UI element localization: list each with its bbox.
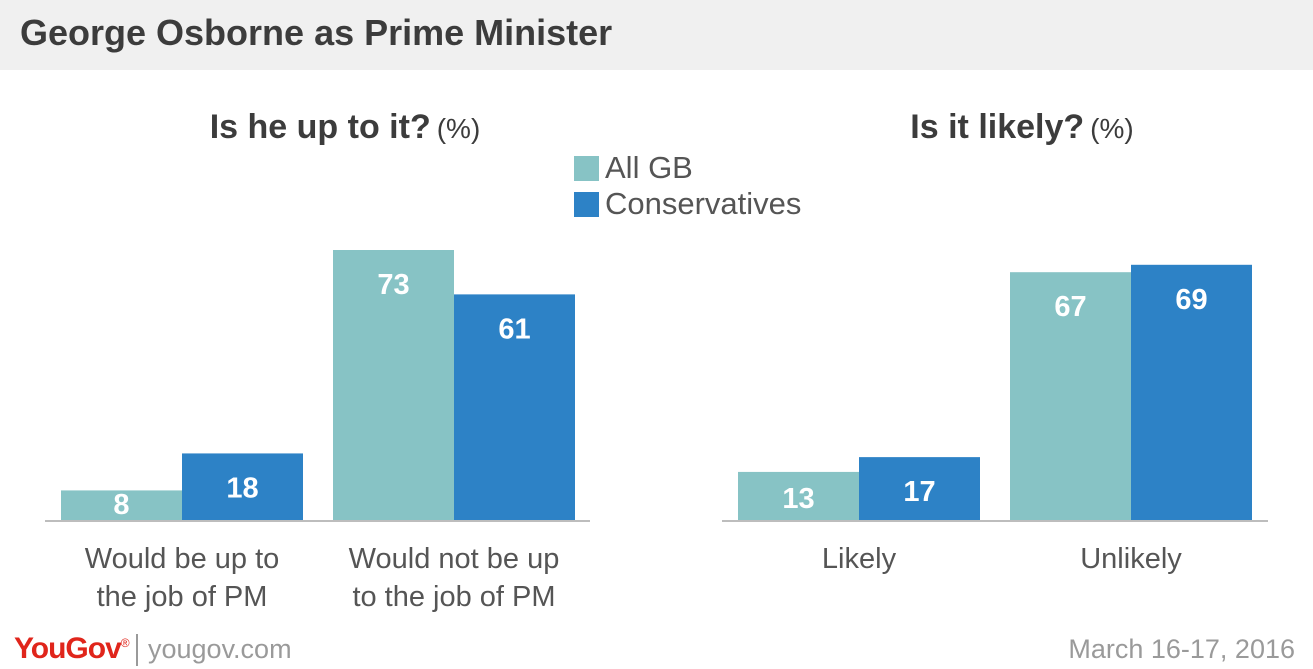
legend: All GB Conservatives xyxy=(574,150,801,222)
chart-unit: (%) xyxy=(1090,113,1134,144)
title-bar: George Osborne as Prime Minister xyxy=(0,0,1313,70)
data-label: 18 xyxy=(226,472,258,504)
category-label: Likely xyxy=(822,543,897,575)
data-label: 8 xyxy=(113,489,129,521)
bar-conservatives xyxy=(454,294,575,520)
legend-label: Conservatives xyxy=(605,186,802,221)
category-label: to the job of PM xyxy=(352,581,555,613)
legend-swatch xyxy=(574,155,599,181)
category-label: Unlikely xyxy=(1080,543,1182,575)
chart-title-likely: Is it likely? (%) xyxy=(910,108,1133,147)
footer-divider xyxy=(136,634,138,666)
data-label: 67 xyxy=(1054,291,1086,323)
bar-all-gb xyxy=(1010,272,1131,520)
legend-swatch xyxy=(574,191,599,217)
bar-conservatives xyxy=(859,457,980,520)
data-label: 69 xyxy=(1175,284,1207,316)
bar-conservatives xyxy=(1131,264,1252,520)
page-title: George Osborne as Prime Minister xyxy=(20,12,613,53)
bar-all-gb xyxy=(738,471,859,520)
data-label: 17 xyxy=(903,476,935,508)
category-label: Would not be up xyxy=(349,543,560,575)
chart-title-text: Is it likely? xyxy=(910,108,1085,146)
footer-site: yougov.com xyxy=(148,634,292,664)
yougov-logo: YouGov® xyxy=(14,632,130,666)
chart-title-up-to-it: Is he up to it? (%) xyxy=(210,108,481,147)
legend-label: All GB xyxy=(605,150,693,185)
bar-all-gb xyxy=(333,250,454,520)
bar-all-gb xyxy=(61,490,182,520)
chart-title-text: Is he up to it? xyxy=(209,108,431,146)
data-label: 61 xyxy=(498,313,530,345)
category-label: Would be up to xyxy=(85,543,280,575)
legend-item-conservatives: Conservatives xyxy=(574,186,801,222)
logo-text: YouGov xyxy=(14,632,122,665)
footer-date: March 16-17, 2016 xyxy=(1068,634,1295,664)
chart-unit: (%) xyxy=(436,113,481,144)
bar-conservatives xyxy=(182,453,303,520)
logo-mark: ® xyxy=(120,636,130,650)
legend-item-all-gb: All GB xyxy=(574,150,801,186)
category-label: the job of PM xyxy=(97,581,268,613)
data-label: 73 xyxy=(377,269,409,301)
data-label: 13 xyxy=(782,483,814,515)
